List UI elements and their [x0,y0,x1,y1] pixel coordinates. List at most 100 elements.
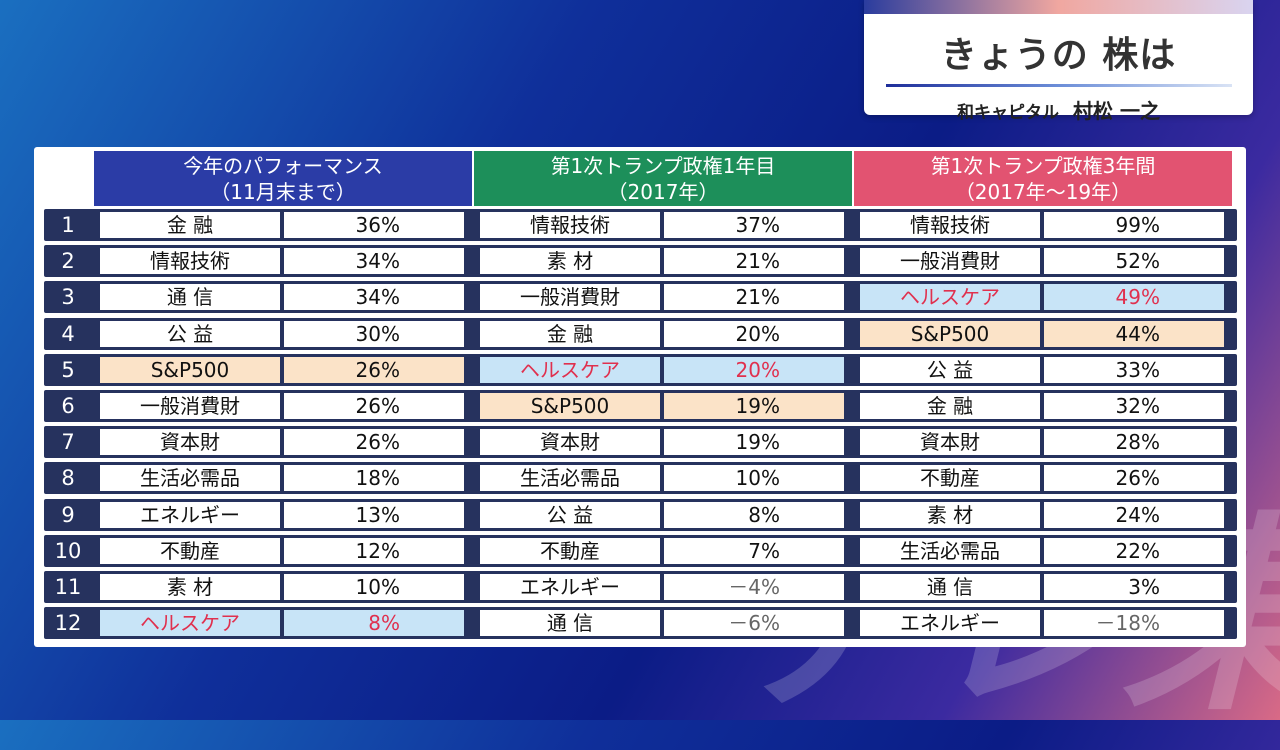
sector-name: 一般消費財 [860,248,1040,275]
sector-ranking-table: 今年のパフォーマンス （11月末まで） 第1次トランプ政権1年目 （2017年）… [34,147,1246,647]
sector-name: 金 融 [100,212,280,238]
rank-number: 12 [54,611,82,636]
table-row: 11 素 材 10% エネルギー －4% 通 信 3% [44,571,1237,603]
sector-return: 24% [1044,501,1224,528]
column-header-trump-year1: 第1次トランプ政権1年目 （2017年） [474,151,852,206]
column-header-period: （11月末まで） [210,179,356,204]
sector-name: ヘルスケア [860,284,1040,311]
sector-return: 21% [664,248,844,275]
sector-return: 13% [284,501,464,528]
rank-number: 7 [61,430,75,455]
column-header-period: （2017年） [607,179,719,204]
sector-name: 金 融 [860,393,1040,419]
sector-name: 情報技術 [860,212,1040,238]
sector-return: 26% [284,356,464,383]
sector-name: 生活必需品 [480,465,660,492]
sector-name: 素 材 [480,248,660,275]
sector-name: 一般消費財 [100,393,280,419]
sector-name: 生活必需品 [100,465,280,492]
sector-return: 26% [284,429,464,456]
sector-name: 不動産 [100,537,280,564]
sector-return: 44% [1044,320,1224,347]
sector-name: 生活必需品 [860,537,1040,564]
table-row: 8 生活必需品 18% 生活必需品 10% 不動産 26% [44,462,1237,495]
sector-return: 19% [664,429,844,456]
sector-return: 99% [1044,212,1224,238]
sector-return: 10% [284,574,464,600]
rank-number: 9 [61,502,75,527]
sector-name: 不動産 [480,537,660,564]
sector-name: エネルギー [100,501,280,528]
table-row: 2 情報技術 34% 素 材 21% 一般消費財 52% [44,245,1237,278]
sector-return: 37% [664,212,844,238]
rank-number: 3 [61,285,75,310]
table-row: 9 エネルギー 13% 公 益 8% 素 材 24% [44,498,1237,531]
sector-name: 公 益 [100,320,280,347]
table-row: 6 一般消費財 26% S&P500 19% 金 融 32% [44,390,1237,422]
sector-return: 20% [664,356,844,383]
rank-number: 11 [54,575,82,599]
rank-number: 2 [61,249,75,274]
title-accent-bar [864,0,1253,14]
sector-return: 22% [1044,537,1224,564]
table-row: 10 不動産 12% 不動産 7% 生活必需品 22% [44,534,1237,567]
sector-return: 7% [664,537,844,564]
sector-name: 金 融 [480,320,660,347]
sector-return: 52% [1044,248,1224,275]
column-header-trump-3years: 第1次トランプ政権3年間 （2017年～19年） [854,151,1232,206]
table-row: 5 S&P500 26% ヘルスケア 20% 公 益 33% [44,353,1237,386]
sector-return: 33% [1044,356,1224,383]
column-header-title: 第1次トランプ政権3年間 [930,153,1156,178]
sector-name: 公 益 [480,501,660,528]
sector-return: 30% [284,320,464,347]
guest-caption: 和キャピタル 村松 一之 [864,95,1253,124]
sector-return: 8% [664,501,844,528]
title-divider [885,84,1232,87]
guest-name: 村松 一之 [1073,99,1160,123]
sector-name: S&P500 [480,393,660,419]
sector-return: 8% [284,610,464,637]
sector-return: 32% [1044,393,1224,419]
sector-return: －6% [664,610,844,637]
sector-name: 資本財 [860,429,1040,456]
rank-number: 10 [54,538,82,563]
sector-name: 通 信 [860,574,1040,600]
sector-name: エネルギー [860,610,1040,637]
sector-name: 素 材 [100,574,280,600]
column-header-period: （2017年～19年） [954,179,1132,204]
rank-number: 1 [61,213,75,237]
rank-number: 4 [61,321,75,346]
sector-name: 素 材 [860,501,1040,528]
rank-number: 8 [61,466,75,491]
sector-return: －18% [1044,610,1224,637]
table-row: 4 公 益 30% 金 融 20% S&P500 44% [44,317,1237,350]
sector-return: 18% [284,465,464,492]
rank-number: 6 [61,394,75,418]
sector-name: 通 信 [100,284,280,311]
sector-return: 26% [1044,465,1224,492]
sector-return: 19% [664,393,844,419]
guest-company: 和キャピタル [957,103,1060,123]
sector-return: 28% [1044,429,1224,456]
rank-number: 5 [61,357,75,382]
sector-return: 34% [284,284,464,311]
sector-return: 26% [284,393,464,419]
sector-name: 通 信 [480,610,660,637]
sector-return: 3% [1044,574,1224,600]
sector-return: 12% [284,537,464,564]
column-header-this-year: 今年のパフォーマンス （11月末まで） [94,151,472,206]
sector-name: 資本財 [100,429,280,456]
sector-name: 情報技術 [480,212,660,238]
program-title: きょうの 株は [940,35,1177,76]
title-card: きょうの 株は 和キャピタル 村松 一之 [864,0,1253,123]
column-header-title: 今年のパフォーマンス [183,153,383,178]
sector-name: ヘルスケア [480,356,660,383]
sector-name: 情報技術 [100,248,280,275]
table-row: 3 通 信 34% 一般消費財 21% ヘルスケア 49% [44,281,1237,314]
sector-name: 公 益 [860,356,1040,383]
column-header-title: 第1次トランプ政権1年目 [550,153,776,178]
sector-return: 36% [284,212,464,238]
sector-return: 49% [1044,284,1224,311]
table-row: 12 ヘルスケア 8% 通 信－6% エネルギー －18% [44,607,1237,640]
